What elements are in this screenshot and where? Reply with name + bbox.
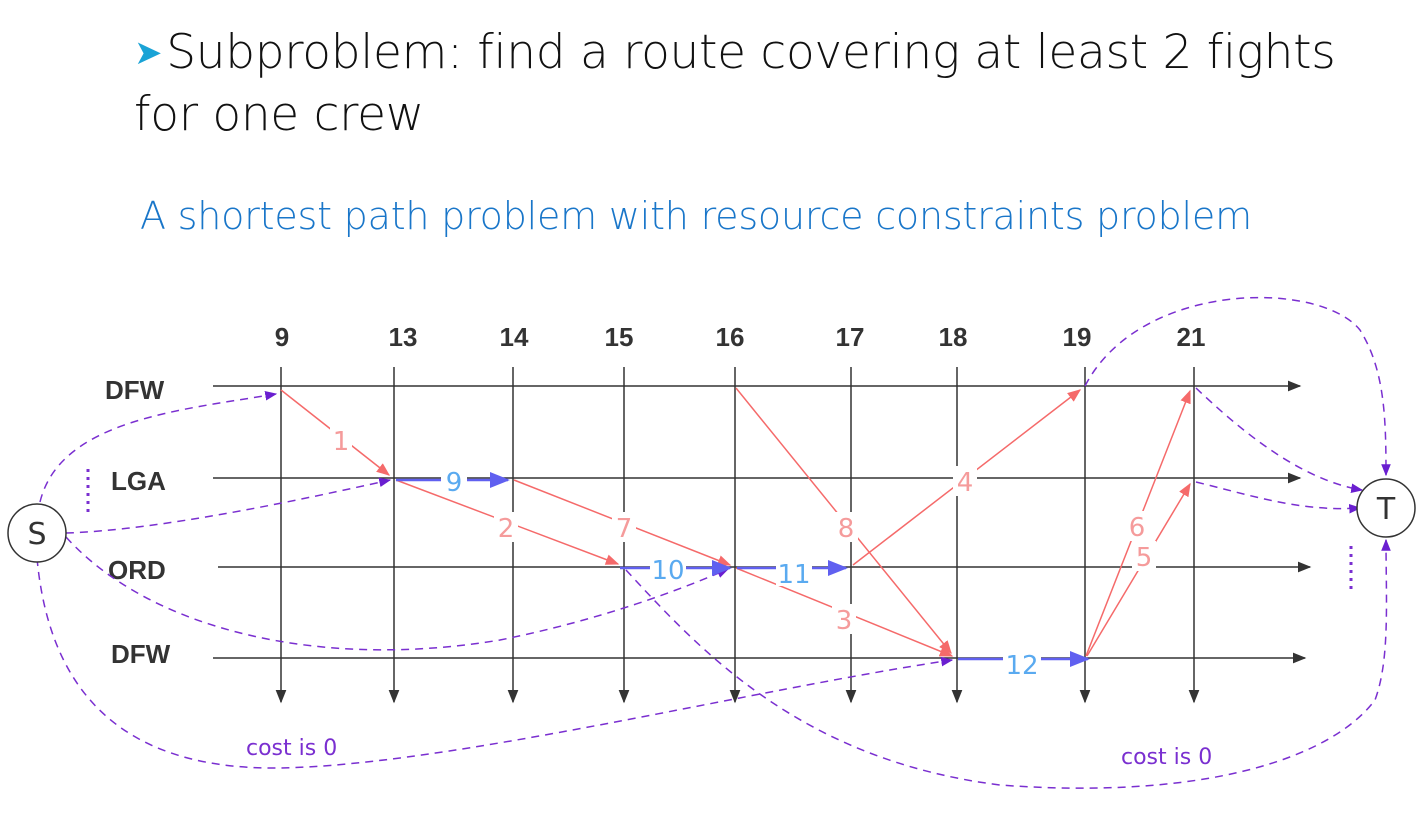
flight-label-7: 7 <box>616 514 633 544</box>
time-label-9: 9 <box>275 322 289 352</box>
flight-label-4: 4 <box>957 468 974 498</box>
arc-dfw-19-to-t <box>1084 296 1391 477</box>
flight-label-bg-7 <box>612 512 636 542</box>
flight-label-bg-8 <box>834 512 858 542</box>
flight-label-bg-6 <box>1125 511 1149 541</box>
ground-label-bg-10 <box>650 556 686 582</box>
sink-node-circle <box>1356 478 1416 538</box>
arc-ord-15-to-t <box>625 538 1391 789</box>
time-label-17: 17 <box>836 322 865 352</box>
airport-label-dfw-top: DFW <box>105 375 165 405</box>
time-labels: 9 13 14 15 16 17 18 19 21 <box>275 322 1206 352</box>
ground-labels: 9 10 11 12 <box>441 468 1041 681</box>
ground-label-bg-12 <box>1003 651 1041 677</box>
ground-label-12: 12 <box>1005 651 1038 681</box>
flight-label-bg-5 <box>1132 541 1156 571</box>
flight-label-8: 8 <box>838 514 855 544</box>
bullet-arrow-icon: ➤ <box>134 33 163 73</box>
flight-label-5: 5 <box>1136 543 1153 573</box>
ground-label-9: 9 <box>446 468 463 498</box>
arc-s-to-dfw-9 <box>39 391 278 503</box>
time-gridlines <box>275 367 1200 704</box>
source-node-label: S <box>27 517 46 552</box>
ground-label-bg-11 <box>776 560 812 586</box>
virtual-arcs <box>36 296 1391 789</box>
airport-labels: DFW LGA ORD DFW <box>105 375 171 669</box>
sink-node: T <box>1356 478 1416 538</box>
flight-labels: 1 2 3 4 5 6 7 8 <box>330 426 1156 636</box>
flight-label-3: 3 <box>836 606 853 636</box>
flight-label-bg-2 <box>494 512 518 542</box>
heading-text: Subproblem: find a route covering at lea… <box>134 25 1336 142</box>
cost-label-left: cost is 0 <box>246 736 337 761</box>
arc-dfw-21-to-t <box>1195 387 1364 494</box>
time-label-21: 21 <box>1177 322 1206 352</box>
slide-subheading: A shortest path problem with resource co… <box>140 194 1252 238</box>
sink-node-label: T <box>1376 492 1396 527</box>
flight-label-2: 2 <box>498 514 515 544</box>
airport-label-ord: ORD <box>108 555 166 585</box>
time-label-18: 18 <box>939 322 968 352</box>
time-label-15: 15 <box>605 322 634 352</box>
ground-label-11: 11 <box>777 560 810 590</box>
time-label-14: 14 <box>500 322 529 352</box>
time-label-16: 16 <box>716 322 745 352</box>
flight-label-bg-4 <box>953 466 977 496</box>
time-label-13: 13 <box>389 322 418 352</box>
ground-label-bg-9 <box>441 468 467 494</box>
source-node: S <box>7 503 67 563</box>
flight-label-1: 1 <box>333 427 350 457</box>
slide-heading: ➤Subproblem: find a route covering at le… <box>134 22 1394 146</box>
flight-label-6: 6 <box>1129 513 1146 543</box>
cost-label-right: cost is 0 <box>1121 745 1212 770</box>
arc-s-to-ord-16 <box>65 536 730 651</box>
source-node-circle <box>7 503 67 563</box>
airport-label-lga: LGA <box>111 466 166 496</box>
flight-label-bg-3 <box>832 604 856 634</box>
airport-label-dfw-bottom: DFW <box>111 639 171 669</box>
arc-s-to-dfw-18 <box>36 557 954 769</box>
ground-label-10: 10 <box>651 556 684 586</box>
time-label-19: 19 <box>1063 322 1092 352</box>
arc-lga-21-to-t <box>1195 481 1362 514</box>
ground-arcs <box>396 472 1090 667</box>
flight-label-bg-1 <box>330 426 352 454</box>
